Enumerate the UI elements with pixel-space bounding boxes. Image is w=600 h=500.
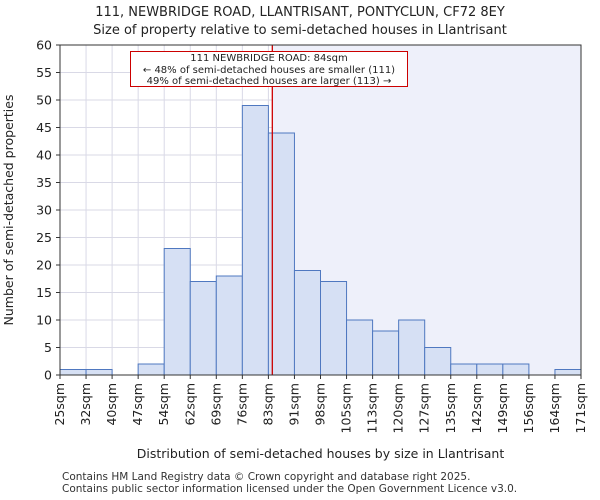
x-tick-label: 149sqm — [495, 383, 510, 433]
bar-91sqm — [293, 270, 322, 376]
bar-120sqm — [398, 319, 426, 376]
x-tick-label: 120sqm — [391, 383, 406, 433]
x-tick-label: 142sqm — [469, 383, 484, 433]
x-tick-label: 156sqm — [521, 383, 536, 433]
bar-142sqm — [476, 363, 504, 376]
x-tick-label: 62sqm — [182, 383, 197, 426]
x-tick-label: 40sqm — [104, 383, 119, 426]
y-tick-label: 45 — [36, 120, 52, 135]
footer-line-2: Contains public sector information licen… — [62, 483, 518, 495]
x-tick-label: 83sqm — [260, 383, 275, 426]
x-tick-label: 47sqm — [130, 383, 145, 426]
bar-76sqm — [241, 105, 269, 376]
annotation-line-1: 111 NEWBRIDGE ROAD: 84sqm — [190, 53, 348, 64]
bar-69sqm — [215, 275, 243, 376]
x-tick-label: 32sqm — [78, 383, 93, 426]
property-annotation-box: 111 NEWBRIDGE ROAD: 84sqm ← 48% of semi-… — [130, 51, 408, 87]
bar-54sqm — [163, 248, 191, 376]
x-tick-label: 171sqm — [573, 383, 588, 433]
bar-127sqm — [424, 347, 452, 376]
y-tick-label: 20 — [36, 258, 52, 273]
x-tick-label: 127sqm — [417, 383, 432, 433]
x-tick-label: 69sqm — [208, 383, 223, 426]
bar-25sqm — [59, 369, 87, 376]
x-tick-label: 91sqm — [286, 383, 301, 426]
bar-105sqm — [346, 319, 374, 376]
y-axis-label: Number of semi-detached properties — [1, 95, 16, 326]
x-tick-label: 135sqm — [443, 383, 458, 433]
bar-164sqm — [554, 369, 582, 376]
annotation-line-2: ← 48% of semi-detached houses are smalle… — [142, 64, 396, 76]
y-tick-label: 25 — [36, 230, 52, 245]
x-tick-label: 98sqm — [313, 383, 328, 426]
bar-98sqm — [320, 281, 348, 376]
annotation-line-3: 49% of semi-detached houses are larger (… — [146, 76, 392, 87]
bar-135sqm — [450, 363, 478, 376]
bar-32sqm — [85, 369, 113, 376]
footer-line-1: Contains HM Land Registry data © Crown c… — [62, 471, 471, 483]
y-tick-label: 30 — [36, 203, 52, 218]
bar-47sqm — [137, 363, 165, 376]
x-axis-label: Distribution of semi-detached houses by … — [137, 446, 505, 461]
x-tick-label: 105sqm — [339, 383, 354, 433]
x-tick-label: 54sqm — [156, 383, 171, 426]
title-line-2: Size of property relative to semi-detach… — [93, 23, 507, 38]
x-tick-label: 25sqm — [52, 383, 67, 426]
y-tick-label: 50 — [36, 93, 52, 108]
x-tick-label: 113sqm — [365, 383, 380, 433]
bar-113sqm — [372, 330, 400, 376]
title-line-1: 111, NEWBRIDGE ROAD, LLANTRISANT, PONTYC… — [95, 5, 505, 20]
x-tick-label: 164sqm — [547, 383, 562, 433]
bar-chart: 0 5 10 15 20 25 30 35 40 45 50 55 60 25sqm 32sqm 40sqm… — [1, 38, 588, 462]
y-tick-label: 0 — [44, 368, 52, 383]
bars — [59, 105, 582, 376]
y-tick-label: 15 — [36, 285, 52, 300]
bar-149sqm — [502, 363, 530, 376]
y-axis-ticks: 0 5 10 15 20 25 30 35 40 45 50 55 60 — [36, 38, 60, 383]
y-tick-label: 35 — [36, 175, 52, 190]
x-axis-ticks: 25sqm 32sqm 40sqm 47sqm 54sqm 62sqm 69sqm 76sqm… — [52, 375, 588, 433]
y-tick-label: 55 — [36, 65, 52, 80]
y-tick-label: 5 — [44, 340, 52, 355]
y-tick-label: 40 — [36, 148, 52, 163]
y-tick-label: 10 — [36, 313, 52, 328]
bar-62sqm — [189, 281, 217, 376]
footer-attribution: Contains HM Land Registry data © Crown c… — [62, 471, 517, 495]
chart-title: 111, NEWBRIDGE ROAD, LLANTRISANT, PONTYC… — [0, 4, 600, 40]
y-tick-label: 60 — [36, 38, 52, 53]
x-tick-label: 76sqm — [234, 383, 249, 426]
